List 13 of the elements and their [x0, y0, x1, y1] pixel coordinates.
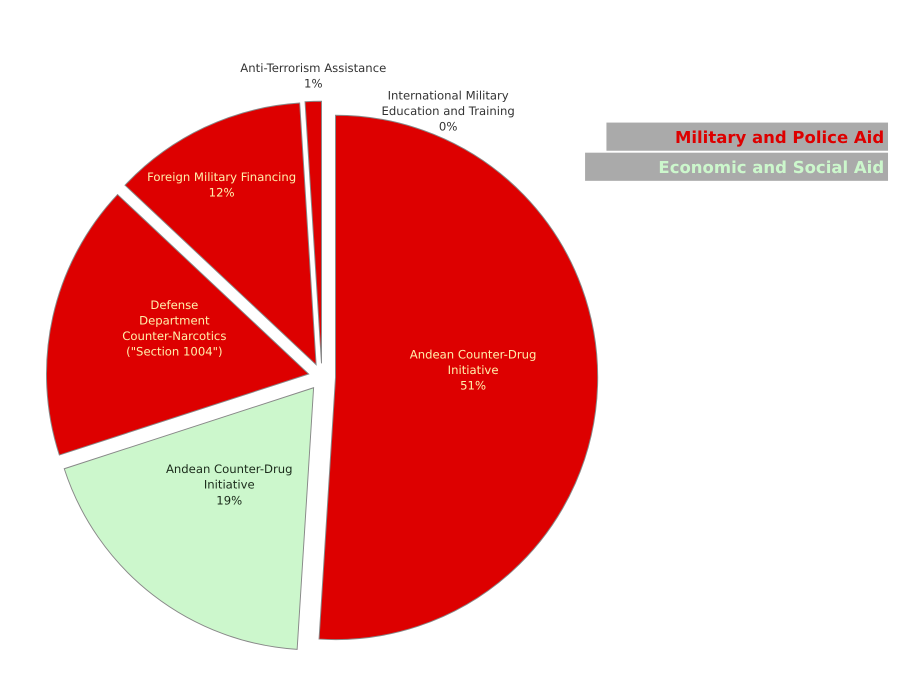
text: Military and Police Aid	[674, 128, 884, 147]
slice-label: Andean Counter-Drug Initiative	[410, 347, 536, 377]
category-label: International Military Education and Training	[382, 88, 515, 118]
data-label: 1%	[304, 76, 322, 91]
slice-label: Andean Counter-Drug Initiative	[166, 462, 293, 492]
slice-label: Defense Department Counter-Narcotics ("Section 1004")	[122, 298, 226, 359]
text: Economic and Social Aid	[658, 158, 884, 178]
data-label: 19%	[216, 493, 242, 508]
slice-label: Foreign Military Financing	[147, 170, 296, 184]
text: 0%	[438, 119, 458, 134]
data-label: 12%	[208, 186, 235, 200]
slice-label: Anti-Terrorism Assistance	[240, 61, 386, 76]
data-label: 51%	[460, 378, 486, 393]
